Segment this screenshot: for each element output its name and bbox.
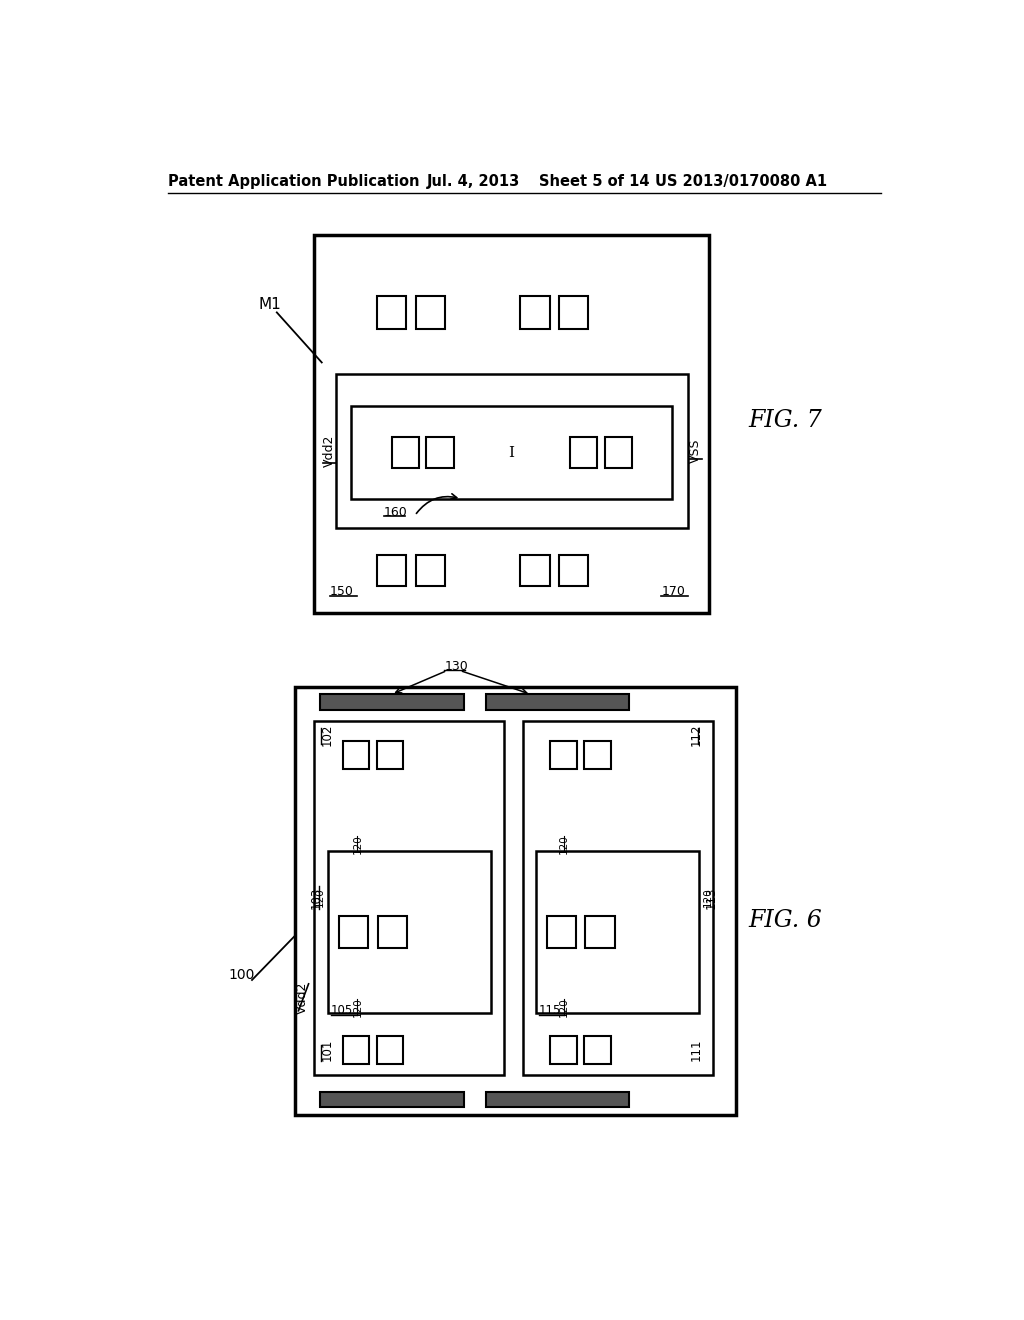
- Bar: [550, 742, 577, 770]
- Bar: [547, 916, 575, 949]
- Bar: [486, 1092, 630, 1107]
- Bar: [295, 688, 736, 1114]
- Bar: [314, 235, 710, 612]
- Text: Sheet 5 of 14: Sheet 5 of 14: [539, 174, 649, 189]
- Bar: [339, 916, 369, 949]
- Bar: [586, 916, 614, 949]
- Bar: [343, 1036, 369, 1064]
- Text: 101: 101: [321, 1039, 334, 1061]
- Bar: [585, 1036, 611, 1064]
- Text: 130: 130: [444, 660, 468, 673]
- Bar: [585, 742, 611, 770]
- Text: 103: 103: [310, 887, 323, 908]
- Text: 112: 112: [690, 723, 702, 746]
- Bar: [486, 694, 630, 710]
- Text: 150: 150: [330, 585, 353, 598]
- Text: 113: 113: [706, 887, 718, 908]
- Bar: [550, 1036, 577, 1064]
- Bar: [559, 554, 589, 586]
- Text: 120: 120: [315, 888, 326, 907]
- Bar: [416, 554, 445, 586]
- Bar: [523, 721, 713, 1074]
- Bar: [377, 1036, 403, 1064]
- Text: Vdd2: Vdd2: [323, 434, 336, 467]
- Text: I: I: [509, 446, 515, 459]
- Bar: [343, 742, 369, 770]
- Text: 120: 120: [558, 997, 568, 1016]
- Bar: [314, 721, 504, 1074]
- Bar: [569, 437, 597, 469]
- Text: US 2013/0170080 A1: US 2013/0170080 A1: [655, 174, 827, 189]
- Bar: [559, 296, 589, 329]
- Text: 102: 102: [321, 723, 334, 746]
- Bar: [378, 916, 407, 949]
- Bar: [377, 554, 407, 586]
- Bar: [328, 851, 490, 1014]
- Text: 120: 120: [702, 888, 713, 907]
- Bar: [321, 1092, 464, 1107]
- Text: FIG. 6: FIG. 6: [748, 909, 821, 932]
- Bar: [537, 851, 699, 1014]
- Text: 120: 120: [558, 834, 568, 854]
- Text: VSS: VSS: [689, 438, 701, 463]
- Text: 170: 170: [662, 585, 685, 598]
- Bar: [391, 437, 419, 469]
- Text: 120: 120: [352, 997, 362, 1016]
- Bar: [351, 407, 672, 499]
- Text: 100: 100: [228, 968, 255, 982]
- Text: M1: M1: [258, 297, 281, 313]
- Text: Vdd2: Vdd2: [296, 982, 309, 1014]
- Bar: [604, 437, 632, 469]
- Bar: [416, 296, 445, 329]
- Text: Jul. 4, 2013: Jul. 4, 2013: [426, 174, 519, 189]
- Bar: [377, 742, 403, 770]
- Bar: [520, 554, 550, 586]
- Text: Patent Application Publication: Patent Application Publication: [168, 174, 420, 189]
- Text: 160: 160: [384, 506, 408, 519]
- Bar: [426, 437, 454, 469]
- Bar: [377, 296, 407, 329]
- Bar: [336, 374, 687, 528]
- Text: 120: 120: [352, 834, 362, 854]
- Text: 111: 111: [690, 1039, 702, 1061]
- Text: 105: 105: [331, 1005, 353, 1018]
- Text: 115: 115: [539, 1005, 561, 1018]
- Bar: [520, 296, 550, 329]
- Bar: [321, 694, 464, 710]
- Text: FIG. 7: FIG. 7: [748, 409, 821, 432]
